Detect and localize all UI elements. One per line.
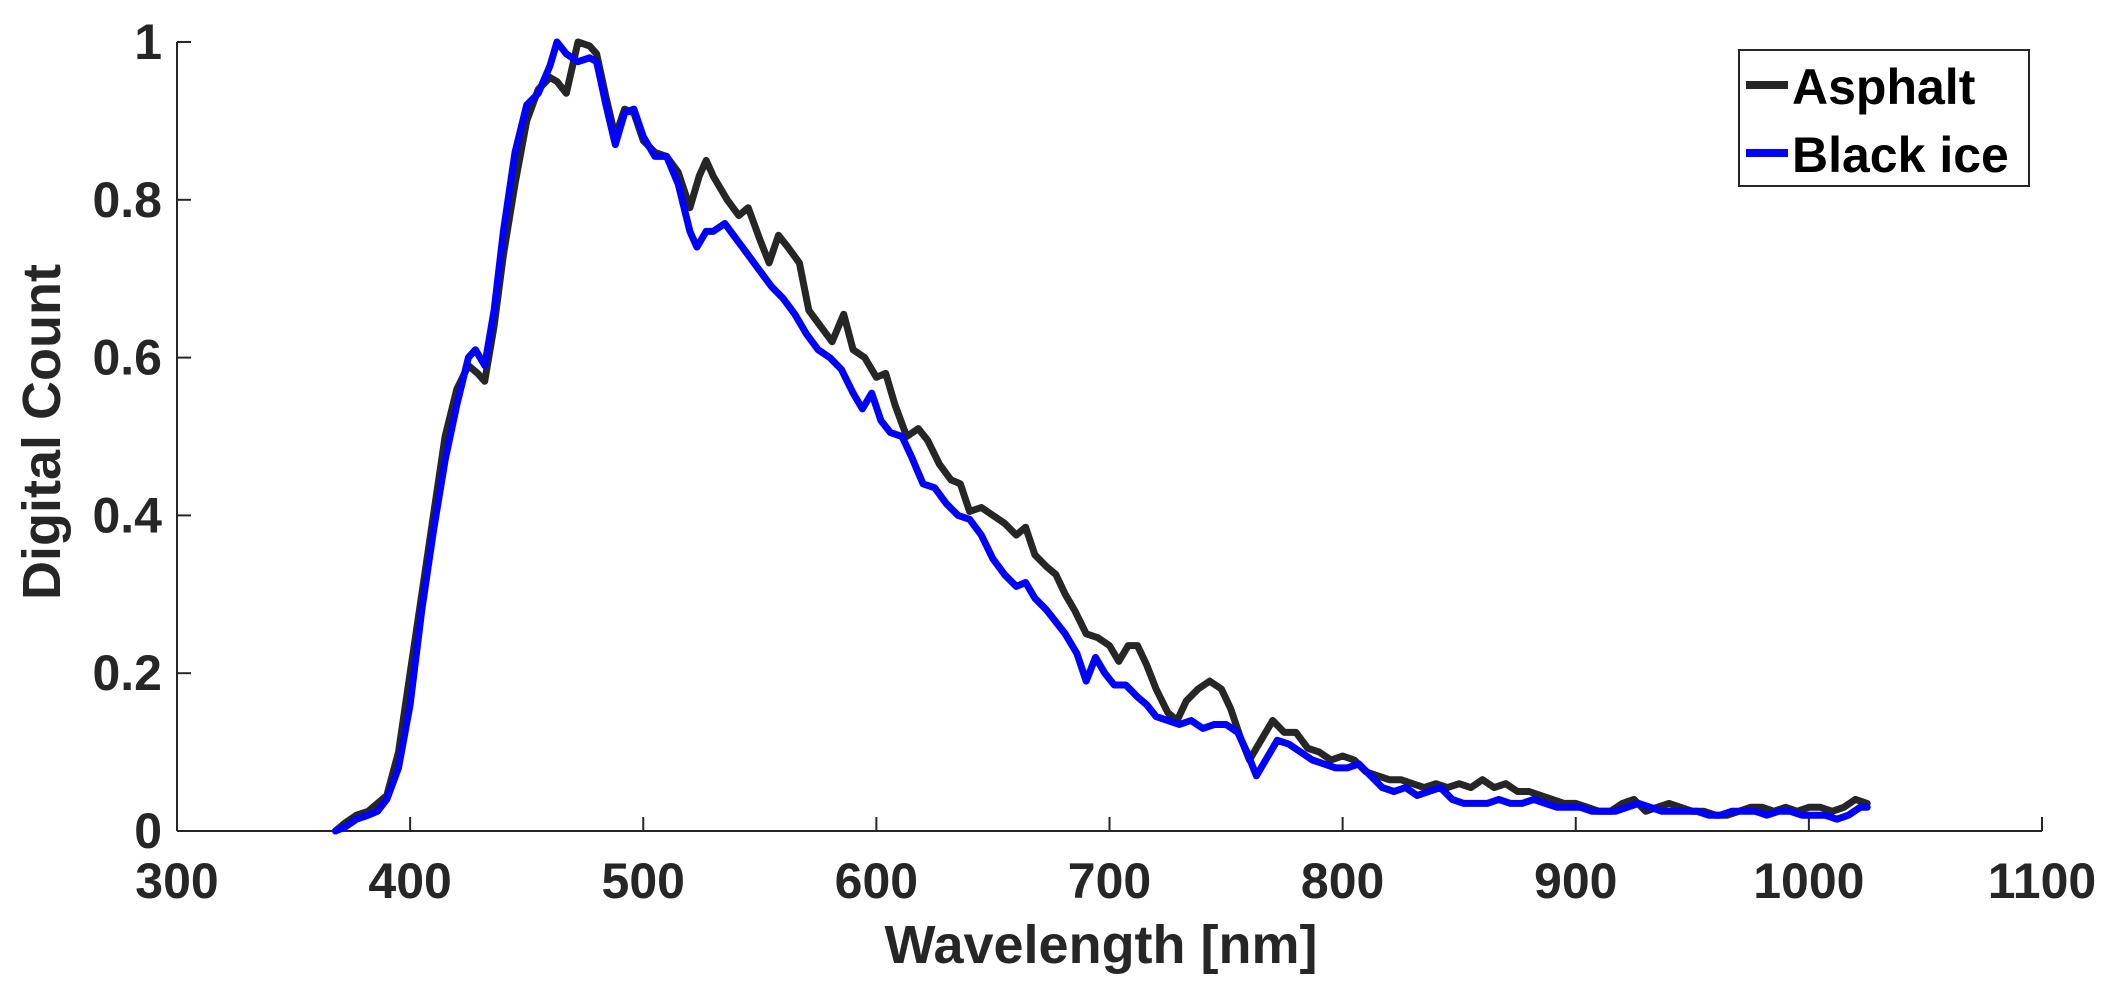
y-tick-label: 0.8 [92,172,162,228]
y-tick-labels: 0 0.2 0.4 0.6 0.8 1 [92,14,162,859]
y-tick-label: 0.6 [92,330,162,386]
axes [176,41,2043,832]
x-axis-label: Wavelength [nm] [884,915,1317,975]
series-line-black-ice [332,38,1871,835]
x-tick-label: 800 [1301,853,1384,909]
x-tick-label: 400 [368,853,451,909]
x-tick-labels: 300 400 500 600 700 800 900 1000 1100 [135,853,2096,909]
x-tick-label: 300 [135,853,218,909]
x-tick-label: 600 [835,853,918,909]
y-tick-label: 1 [134,14,162,70]
x-tick-label: 700 [1068,853,1151,909]
y-tick-label: 0 [134,803,162,859]
legend-label-asphalt: Asphalt [1792,59,1976,115]
legend: Asphalt Black ice [1738,49,2030,187]
legend-box [1738,49,2030,187]
y-tick-label: 0.2 [92,645,162,701]
series-layer [332,38,1871,835]
x-tick-label: 1000 [1753,853,1864,909]
y-axis-label: Digital Count [12,264,72,600]
series-line-asphalt [332,38,1871,835]
y-tick-label: 0.4 [92,487,162,543]
legend-label-black-ice: Black ice [1792,127,2009,183]
x-tick-label: 500 [602,853,685,909]
x-tick-label: 900 [1534,853,1617,909]
x-tick-label: 1100 [1988,853,2096,909]
